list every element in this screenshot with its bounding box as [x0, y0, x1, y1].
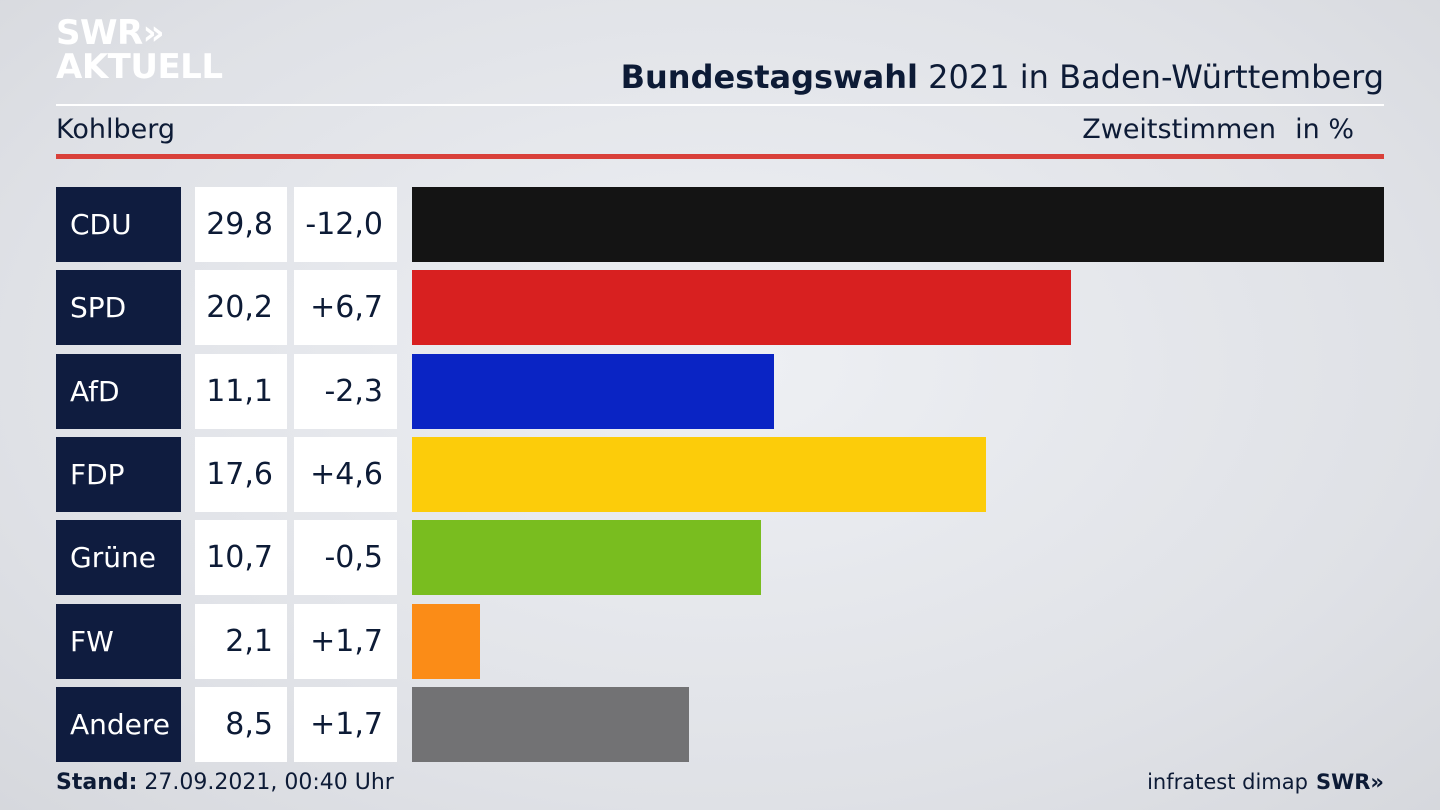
value-label: 8,5	[195, 687, 287, 762]
bar	[412, 604, 481, 679]
party-label: FDP	[56, 437, 181, 512]
party-label: Grüne	[56, 520, 181, 595]
region-label: Kohlberg	[56, 114, 176, 145]
stand-value: 27.09.2021, 00:40 Uhr	[137, 770, 394, 795]
party-label: AfD	[56, 354, 181, 429]
divider-red	[56, 154, 1384, 159]
diff-label: +6,7	[294, 270, 397, 345]
unit-label: in %	[1295, 114, 1354, 145]
value-label: 29,8	[195, 187, 287, 262]
diff-label: +1,7	[294, 604, 397, 679]
bar	[412, 187, 1384, 262]
party-label: FW	[56, 604, 181, 679]
diff-label: +1,7	[294, 687, 397, 762]
timestamp: Stand: 27.09.2021, 00:40 Uhr	[56, 770, 394, 795]
swr-aktuell-logo: SWR» AKTUELL	[56, 16, 223, 84]
divider-top	[56, 104, 1384, 106]
bar	[412, 687, 690, 762]
bar	[412, 437, 987, 512]
bar	[412, 354, 775, 429]
bar	[412, 270, 1071, 345]
swr-brand-mark: SWR»	[1315, 770, 1384, 794]
value-label: 20,2	[195, 270, 287, 345]
source-label: infratest dimap	[1147, 770, 1308, 794]
source-credit: infratest dimap SWR»	[1147, 770, 1384, 794]
value-label: 11,1	[195, 354, 287, 429]
diff-label: -12,0	[294, 187, 397, 262]
page-title: Bundestagswahl 2021 in Baden-Württemberg	[621, 58, 1384, 96]
stand-label: Stand:	[56, 770, 138, 795]
party-label: Andere	[56, 687, 181, 762]
title-rest: 2021 in Baden-Württemberg	[917, 58, 1384, 96]
diff-label: -0,5	[294, 520, 397, 595]
party-label: CDU	[56, 187, 181, 262]
title-bold: Bundestagswahl	[620, 58, 918, 96]
value-label: 2,1	[195, 604, 287, 679]
logo-line-1: SWR»	[56, 13, 165, 53]
logo-line-2: AKTUELL	[56, 47, 223, 87]
metric-label: Zweitstimmen	[1082, 114, 1276, 145]
bar	[412, 520, 761, 595]
party-label: SPD	[56, 270, 181, 345]
diff-label: +4,6	[294, 437, 397, 512]
diff-label: -2,3	[294, 354, 397, 429]
value-label: 10,7	[195, 520, 287, 595]
value-label: 17,6	[195, 437, 287, 512]
